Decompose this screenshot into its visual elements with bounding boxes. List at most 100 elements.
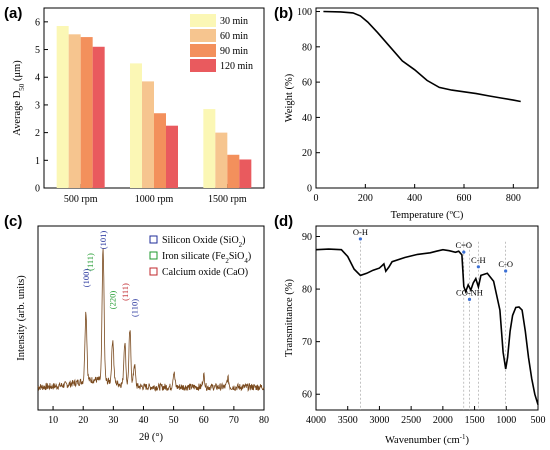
panel-a-legend-swatch xyxy=(190,44,216,57)
panel-d-xtick-label: 500 xyxy=(531,415,546,426)
panel-b-ylabel: Weight (%) xyxy=(284,73,295,122)
panel-a-bar xyxy=(130,63,142,189)
panel-d-band-annotation: C-O xyxy=(498,259,513,269)
panel-b-xtick-label: 600 xyxy=(457,193,472,204)
panel-b-xlabel: Temperature (ºC) xyxy=(391,210,464,221)
panel-a-legend-swatch xyxy=(190,29,216,42)
panel-d-xlabel: Wavenumber (cm-1) xyxy=(385,433,470,446)
panel-c-peak-annotation: (100) xyxy=(81,269,91,288)
panel-c-legend-label-part: 4 xyxy=(244,257,248,265)
panel-d-ytick-label: 70 xyxy=(302,337,312,348)
panel-a-legend-label: 60 min xyxy=(220,31,248,42)
panel-c-xtick-label: 10 xyxy=(48,415,58,426)
panel-c-xtick-label: 60 xyxy=(199,415,209,426)
panel-b-label: (b) xyxy=(274,5,293,22)
panel-d-xtick-label: 3500 xyxy=(338,415,358,426)
panel-a-legend-swatch xyxy=(190,59,216,72)
panel-d-xtick-label: 1000 xyxy=(496,415,516,426)
panel-a-legend-label: 120 min xyxy=(220,61,253,72)
panel-c-legend-label-part: 2 xyxy=(225,257,229,265)
panel-a-label: (a) xyxy=(4,5,22,22)
panel-a-ytick-label: 3 xyxy=(35,100,40,111)
panel-a-bar xyxy=(239,159,252,188)
panel-c-xtick-label: 30 xyxy=(108,415,118,426)
panel-a-chart: Average D50 (μm) 0 1 2 3 4 5 6 500 rpm 1000 rpm 1… xyxy=(12,7,265,205)
panel-c-legend-label-part: SiO xyxy=(229,251,245,262)
panel-b-ytick-label: 100 xyxy=(297,7,312,18)
panel-c-peak-annotation: (220) xyxy=(108,291,118,310)
panel-b-ytick-label: 60 xyxy=(302,78,312,89)
panel-b-xtick-label: 400 xyxy=(407,193,422,204)
panel-a-category-label: 1000 rpm xyxy=(135,194,174,205)
panel-b-series-line xyxy=(323,10,521,103)
panel-b-ytick-label: 80 xyxy=(302,42,312,53)
panel-c-legend-label: Calcium oxide (CaO) xyxy=(162,267,248,278)
panel-c-xtick-label: 50 xyxy=(169,415,179,426)
panel-b-ytick-label: 0 xyxy=(307,184,312,195)
panel-b-frame xyxy=(315,7,539,189)
panel-a-bar xyxy=(56,26,69,188)
panel-c-xtick-label: 40 xyxy=(138,415,148,426)
panel-a-category-label: 1500 rpm xyxy=(208,194,247,205)
panel-c-frame xyxy=(37,225,265,411)
panel-a-ytick-label: 5 xyxy=(35,45,40,56)
panel-b-xtick-label: 0 xyxy=(314,193,319,204)
panel-a-bar xyxy=(142,81,154,188)
panel-a-bar xyxy=(80,37,93,189)
panel-c-peak-annotation: (111) xyxy=(85,253,95,271)
panel-a-legend-label: 30 min xyxy=(220,16,248,27)
panel-c-series-line xyxy=(37,248,265,392)
panel-a-category-label: 500 rpm xyxy=(64,194,98,205)
panel-d-frame xyxy=(315,225,539,411)
panel-d-annotation-marker xyxy=(504,269,508,273)
panel-b-ytick-label: 20 xyxy=(302,148,312,159)
panel-a-ytick-label: 1 xyxy=(35,156,40,167)
panel-b-chart: Temperature (ºC) Weight (%) 0 200 400 600 80… xyxy=(284,7,539,221)
panel-c-label: (c) xyxy=(4,213,22,230)
panel-d-xtick-label: 2500 xyxy=(401,415,421,426)
panel-a-bar xyxy=(68,34,81,188)
panel-d-band-annotation: C-H xyxy=(471,255,486,265)
panel-a-ytick-label: 4 xyxy=(35,73,40,84)
panel-b-ytick-label: 40 xyxy=(302,113,312,124)
panel-d-band-annotation: O-H xyxy=(353,227,368,237)
panel-c-xtick-label: 20 xyxy=(78,415,88,426)
panel-d-band-annotation: CO-NH xyxy=(456,287,483,297)
panel-c-legend-label-part: ) xyxy=(248,251,251,262)
panel-a-ytick-label: 0 xyxy=(35,184,40,195)
panel-d-annotation-marker xyxy=(358,237,362,241)
panel-c-legend-swatch xyxy=(149,267,158,276)
panel-c-legend-label-part: Calcium oxide (CaO) xyxy=(162,267,248,278)
panel-a-bar xyxy=(166,125,178,188)
panel-c-peak-annotation: (111) xyxy=(120,283,130,301)
panel-d-ytick-label: 60 xyxy=(302,390,312,401)
panel-d-annotation-marker xyxy=(476,265,480,269)
panel-c-legend-swatch xyxy=(149,235,158,244)
panel-a-legend-label: 90 min xyxy=(220,46,248,57)
panel-a-bar xyxy=(203,109,216,188)
panel-c-legend-label-part: Iron silicate (Fe xyxy=(162,251,226,262)
panel-a-bar xyxy=(227,154,240,188)
panel-d-annotation-marker xyxy=(462,250,466,254)
panel-d-ylabel: Transmittance (%) xyxy=(284,278,295,357)
panel-c-legend-label: Iron silicate (Fe2SiO4) xyxy=(162,251,251,265)
panel-d-ytick-label: 90 xyxy=(302,232,312,243)
panel-d-series-line xyxy=(315,248,539,405)
panel-c-legend-label-part: Silicon Oxide (SiO xyxy=(162,235,239,246)
panel-d-band-annotation: C=O xyxy=(455,240,472,250)
panel-d-label: (d) xyxy=(274,213,293,230)
panel-c-legend-label-part: 2 xyxy=(239,241,243,249)
panel-a-ytick-label: 6 xyxy=(35,17,40,28)
panel-b-xtick-label: 800 xyxy=(506,193,521,204)
panel-c-xtick-label: 70 xyxy=(229,415,239,426)
panel-c-peak-annotation: (110) xyxy=(129,299,139,317)
panel-d-chart: Wavenumber (cm-1) Transmittance (%) 4000… xyxy=(284,225,546,446)
panel-d-xtick-label: 4000 xyxy=(306,415,326,426)
panel-c-xlabel: 2θ (°) xyxy=(139,432,164,443)
panel-d-xtick-label: 3000 xyxy=(369,415,389,426)
panel-d-xtick-label: 2000 xyxy=(433,415,453,426)
panel-d-xtick-label: 1500 xyxy=(465,415,485,426)
panel-c-legend-label: Silicon Oxide (SiO2) xyxy=(162,235,246,249)
panel-a-bar xyxy=(92,46,105,189)
